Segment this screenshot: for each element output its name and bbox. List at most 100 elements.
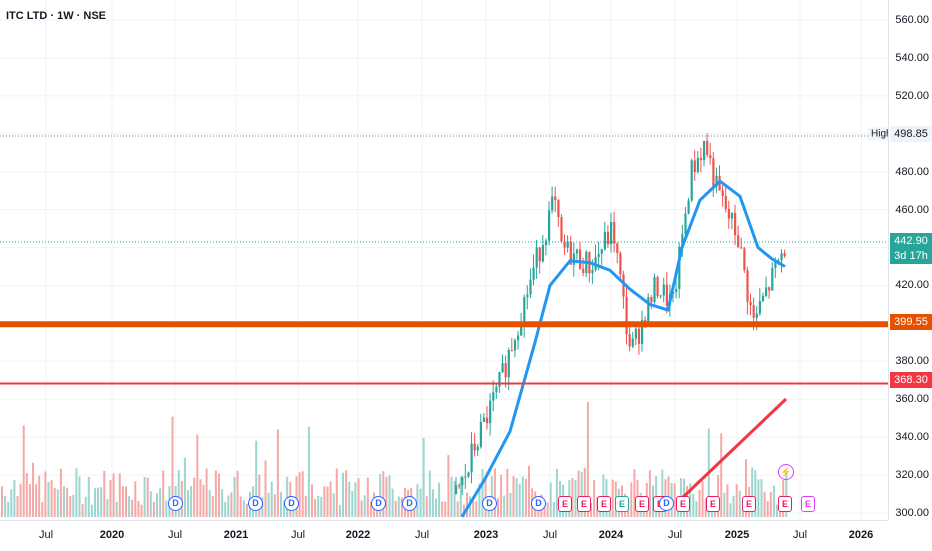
symbol-title: ITC LTD · 1W · NSE [6, 10, 107, 22]
volume-bar [202, 484, 205, 517]
time-axis[interactable]: Jul 2020 Jul 2021 Jul 2022 Jul 2023 Jul 2024 Jul 20… [0, 520, 888, 551]
volume-bar [273, 494, 276, 517]
volume-bar [159, 488, 162, 517]
earnings-marker[interactable]: E [615, 496, 629, 512]
volume-bar [10, 489, 13, 517]
volume-bar [177, 470, 180, 517]
flash-event-icon[interactable]: ⚡ [778, 464, 794, 480]
candle-body [473, 443, 476, 451]
volume-bar [314, 499, 317, 517]
candle-body [706, 140, 709, 156]
volume-bar [149, 491, 152, 517]
high-label: High [868, 127, 895, 141]
candle-body [575, 249, 579, 254]
dividend-marker[interactable]: D [371, 496, 386, 511]
candle-body [486, 417, 489, 424]
volume-bar [121, 486, 124, 517]
volume-bar [441, 501, 444, 517]
volume-bar [738, 490, 741, 517]
volume-bar [90, 504, 93, 517]
candle-body [458, 485, 461, 487]
candle-body [758, 300, 761, 314]
earnings-marker[interactable]: E [706, 496, 720, 512]
candle-body [600, 249, 603, 254]
volume-bar [100, 487, 103, 517]
volume-bar [208, 490, 211, 517]
earnings-marker[interactable]: E [676, 496, 690, 512]
volume-bar [478, 483, 481, 517]
volume-bar [394, 500, 397, 517]
volume-bar [69, 496, 72, 517]
price-tick: 380.00 [895, 355, 929, 368]
volume-bar [38, 475, 41, 517]
dividend-marker[interactable]: D [402, 496, 417, 511]
volume-bar [264, 460, 267, 517]
volume-bar [323, 486, 326, 517]
volume-bar [475, 501, 478, 517]
price-tick: 360.00 [895, 393, 929, 406]
dividend-marker[interactable]: D [284, 496, 299, 511]
time-tick: 2024 [598, 529, 624, 541]
dividend-marker[interactable]: D [482, 496, 497, 511]
dividend-marker[interactable]: D [248, 496, 263, 511]
volume-bar [428, 470, 431, 517]
volume-bar [493, 468, 496, 517]
candle-body [495, 386, 498, 393]
candle-body [563, 241, 566, 248]
price-chart[interactable] [0, 0, 888, 520]
volume-bar [360, 500, 363, 517]
volume-bar [22, 425, 25, 517]
volume-bar [128, 496, 131, 517]
volume-bar [382, 471, 385, 517]
time-tick: Jul [414, 529, 430, 541]
volume-bar [131, 499, 134, 517]
volume-bar [732, 495, 735, 517]
volume-bar [283, 500, 286, 517]
volume-bar [233, 476, 236, 517]
dividend-marker[interactable]: D [168, 496, 183, 511]
chart-area[interactable]: ITC LTD · 1W · NSE [0, 0, 888, 520]
candle-body [510, 350, 513, 352]
earnings-marker[interactable]: E [778, 496, 792, 512]
volume-bar [329, 481, 332, 517]
candle-body [498, 372, 501, 387]
earnings-marker[interactable]: E [635, 496, 649, 512]
earnings-marker[interactable]: E [577, 496, 591, 512]
earnings-marker[interactable]: E [742, 496, 756, 512]
volume-bar [152, 501, 155, 517]
earnings-marker[interactable]: E [801, 496, 815, 512]
volume-bar [469, 496, 472, 517]
candle-body [572, 253, 575, 265]
volume-bar [276, 429, 279, 517]
volume-bar [593, 479, 596, 517]
volume-bar [221, 489, 224, 517]
volume-bar [143, 476, 146, 517]
volume-bar [16, 496, 19, 517]
candle-body [619, 253, 622, 275]
level-368-tag: 368.30 [890, 372, 932, 388]
candle-body [489, 400, 492, 424]
price-axis[interactable]: 560.00540.00520.00500.00480.00460.00440.… [888, 0, 932, 520]
volume-bar [673, 483, 676, 517]
candle-body [675, 288, 678, 292]
dividend-marker[interactable]: D [531, 496, 546, 511]
volume-bar [301, 471, 304, 517]
last-price-tag: 442.90 [890, 233, 932, 249]
volume-bar [413, 503, 416, 517]
volume-bar [661, 469, 664, 517]
level-399-tag: 399.55 [890, 314, 932, 330]
volume-bar [689, 483, 692, 517]
candle-body [774, 261, 777, 268]
dividend-marker[interactable]: D [659, 496, 674, 511]
volume-bar [4, 495, 7, 517]
volume-bar [546, 502, 549, 517]
volume-bar [385, 476, 388, 517]
volume-bar [391, 488, 394, 517]
candle-body [712, 158, 715, 187]
candle-body [538, 247, 541, 262]
earnings-marker[interactable]: E [597, 496, 611, 512]
volume-bar [307, 426, 310, 517]
volume-bar [205, 468, 208, 517]
earnings-marker[interactable]: E [558, 496, 572, 512]
candle-body [709, 155, 712, 159]
